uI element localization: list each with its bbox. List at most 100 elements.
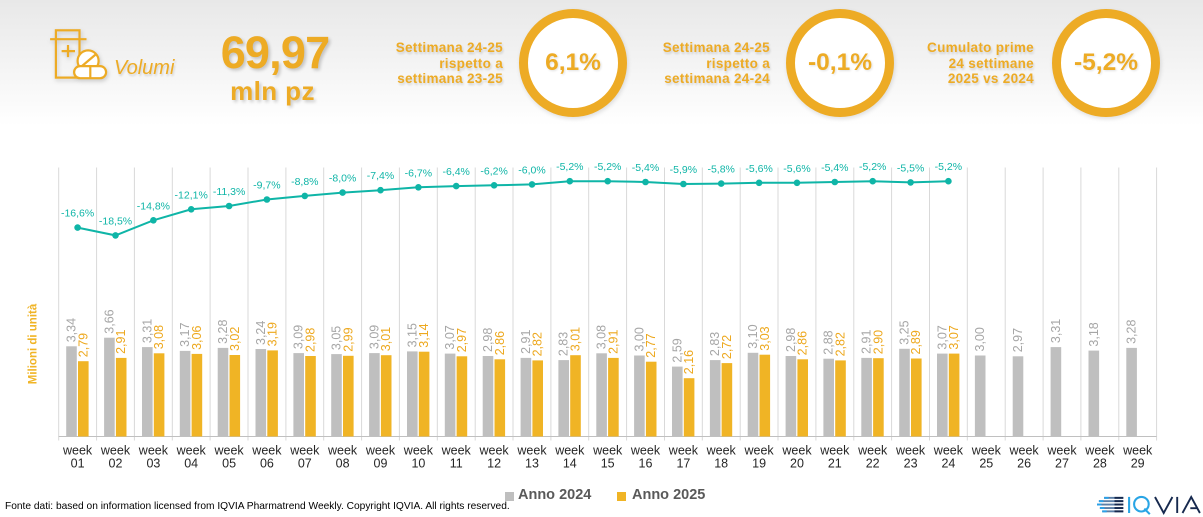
svg-text:2,86: 2,86 — [796, 331, 810, 355]
svg-text:week: week — [1046, 444, 1077, 458]
svg-text:2,72: 2,72 — [720, 335, 734, 359]
svg-text:2,99: 2,99 — [341, 327, 355, 351]
svg-text:week: week — [214, 444, 245, 458]
svg-text:01: 01 — [71, 457, 85, 471]
svg-text:-6,4%: -6,4% — [442, 166, 469, 178]
svg-text:3,14: 3,14 — [417, 323, 431, 347]
svg-text:-6,7%: -6,7% — [405, 167, 432, 179]
svg-text:week: week — [668, 444, 699, 458]
svg-text:3,01: 3,01 — [569, 327, 583, 351]
svg-text:2,77: 2,77 — [644, 333, 658, 357]
svg-text:-9,7%: -9,7% — [253, 180, 280, 192]
svg-text:-5,5%: -5,5% — [897, 162, 924, 174]
svg-text:-7,4%: -7,4% — [367, 170, 394, 182]
svg-text:2,83: 2,83 — [557, 332, 571, 356]
svg-text:2,98: 2,98 — [784, 328, 798, 352]
svg-text:16: 16 — [639, 457, 653, 471]
svg-text:3,28: 3,28 — [1125, 320, 1139, 344]
svg-text:week: week — [895, 444, 926, 458]
svg-text:week: week — [176, 444, 207, 458]
svg-text:-6,0%: -6,0% — [518, 164, 545, 176]
svg-text:-5,6%: -5,6% — [745, 163, 772, 175]
svg-text:-5,4%: -5,4% — [632, 162, 659, 174]
svg-text:week: week — [327, 444, 358, 458]
svg-text:09: 09 — [374, 457, 388, 471]
svg-text:2,97: 2,97 — [1011, 328, 1025, 352]
svg-text:2,98: 2,98 — [481, 328, 495, 352]
svg-text:12: 12 — [487, 457, 501, 471]
svg-text:3,07: 3,07 — [947, 325, 961, 349]
svg-text:3,34: 3,34 — [65, 318, 79, 342]
svg-text:2,91: 2,91 — [860, 330, 874, 354]
svg-text:week: week — [744, 444, 775, 458]
svg-text:29: 29 — [1131, 457, 1145, 471]
svg-text:3,02: 3,02 — [228, 327, 242, 351]
svg-text:week: week — [781, 444, 812, 458]
svg-text:week: week — [516, 444, 547, 458]
svg-text:3,24: 3,24 — [254, 321, 268, 345]
svg-text:3,03: 3,03 — [758, 326, 772, 350]
svg-text:week: week — [971, 444, 1002, 458]
svg-text:08: 08 — [336, 457, 350, 471]
svg-text:2,88: 2,88 — [822, 330, 836, 354]
svg-text:week: week — [1009, 444, 1040, 458]
svg-text:-18,5%: -18,5% — [99, 215, 132, 227]
svg-text:3,28: 3,28 — [216, 320, 230, 344]
svg-text:24: 24 — [941, 457, 955, 471]
svg-text:3,08: 3,08 — [152, 325, 166, 349]
svg-text:week: week — [138, 444, 169, 458]
svg-text:week: week — [933, 444, 964, 458]
svg-text:2,86: 2,86 — [493, 331, 507, 355]
svg-text:2,90: 2,90 — [871, 330, 885, 354]
svg-text:2,98: 2,98 — [304, 328, 318, 352]
svg-text:week: week — [479, 444, 510, 458]
svg-text:week: week — [251, 444, 282, 458]
svg-text:-6,2%: -6,2% — [480, 165, 507, 177]
svg-text:23: 23 — [904, 457, 918, 471]
svg-text:2,82: 2,82 — [531, 332, 545, 356]
svg-text:25: 25 — [979, 457, 993, 471]
svg-text:2,59: 2,59 — [670, 338, 684, 362]
svg-text:-5,9%: -5,9% — [670, 164, 697, 176]
svg-text:27: 27 — [1055, 457, 1069, 471]
svg-text:week: week — [289, 444, 320, 458]
svg-text:3,31: 3,31 — [140, 319, 154, 343]
svg-text:2,89: 2,89 — [909, 330, 923, 354]
svg-text:11: 11 — [450, 457, 463, 471]
svg-text:3,00: 3,00 — [973, 327, 987, 351]
svg-text:3,19: 3,19 — [266, 322, 280, 346]
svg-text:-14,8%: -14,8% — [137, 200, 170, 212]
svg-text:15: 15 — [601, 457, 615, 471]
svg-text:3,09: 3,09 — [367, 325, 381, 349]
svg-text:-11,3%: -11,3% — [213, 186, 246, 198]
svg-text:10: 10 — [411, 457, 425, 471]
svg-text:-5,2%: -5,2% — [935, 161, 962, 173]
svg-text:week: week — [100, 444, 131, 458]
svg-text:week: week — [706, 444, 737, 458]
svg-text:17: 17 — [676, 457, 690, 471]
svg-text:week: week — [630, 444, 661, 458]
svg-text:3,10: 3,10 — [746, 324, 760, 348]
svg-text:2,83: 2,83 — [708, 332, 722, 356]
svg-text:-5,2%: -5,2% — [859, 161, 886, 173]
svg-text:3,08: 3,08 — [595, 325, 609, 349]
svg-text:05: 05 — [222, 457, 236, 471]
svg-text:week: week — [592, 444, 623, 458]
svg-text:2,82: 2,82 — [834, 332, 848, 356]
svg-text:2,79: 2,79 — [76, 333, 90, 357]
svg-text:06: 06 — [260, 457, 274, 471]
svg-text:-5,2%: -5,2% — [556, 161, 583, 173]
svg-text:-5,8%: -5,8% — [707, 164, 734, 176]
svg-text:3,05: 3,05 — [330, 326, 344, 350]
svg-text:3,25: 3,25 — [898, 320, 912, 344]
svg-text:28: 28 — [1093, 457, 1107, 471]
svg-text:21: 21 — [828, 457, 842, 471]
svg-text:week: week — [554, 444, 585, 458]
svg-text:14: 14 — [563, 457, 577, 471]
svg-text:week: week — [819, 444, 850, 458]
svg-text:04: 04 — [184, 457, 198, 471]
svg-text:-16,6%: -16,6% — [61, 208, 94, 220]
svg-text:19: 19 — [752, 457, 766, 471]
svg-text:-5,2%: -5,2% — [594, 161, 621, 173]
svg-text:3,01: 3,01 — [379, 327, 393, 351]
